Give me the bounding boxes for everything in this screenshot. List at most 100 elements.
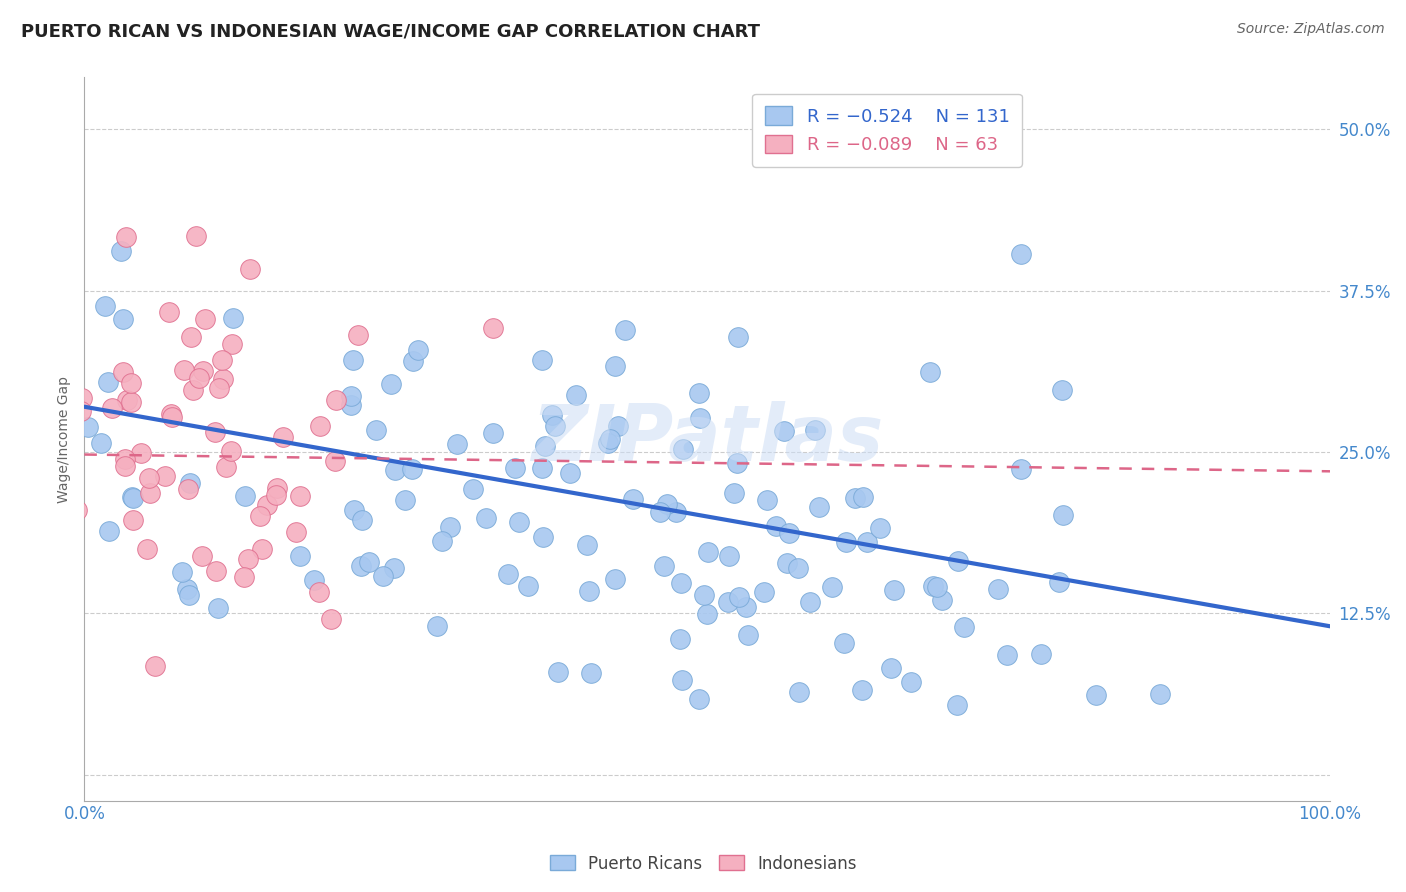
Point <box>191 363 214 377</box>
Point <box>70 391 93 405</box>
Point <box>482 320 505 334</box>
Point <box>717 595 740 609</box>
Point <box>439 520 461 534</box>
Point <box>1052 383 1074 397</box>
Point <box>94 299 117 313</box>
Point <box>648 505 671 519</box>
Point <box>76 419 98 434</box>
Point <box>208 382 231 396</box>
Point <box>482 426 505 441</box>
Point <box>350 513 373 527</box>
Point <box>672 442 695 456</box>
Point <box>737 628 759 642</box>
Point <box>153 468 176 483</box>
Point <box>718 549 741 564</box>
Point <box>205 564 228 578</box>
Point <box>173 363 195 377</box>
Point <box>120 394 142 409</box>
Point <box>852 490 875 504</box>
Point <box>252 542 274 557</box>
Point <box>364 423 387 437</box>
Point <box>530 460 553 475</box>
Point <box>1010 247 1032 261</box>
Point <box>808 500 831 514</box>
Point <box>693 588 716 602</box>
Point <box>239 261 262 276</box>
Point <box>110 244 132 259</box>
Point <box>832 636 855 650</box>
Point <box>922 579 945 593</box>
Point <box>402 354 425 368</box>
Point <box>787 561 810 575</box>
Point <box>340 398 363 412</box>
Point <box>900 674 922 689</box>
Point <box>765 519 787 533</box>
Point <box>204 425 226 440</box>
Point <box>696 607 718 622</box>
Point <box>114 451 136 466</box>
Point <box>371 569 394 583</box>
Text: Source: ZipAtlas.com: Source: ZipAtlas.com <box>1237 22 1385 37</box>
Point <box>114 459 136 474</box>
Text: ZIPatlas: ZIPatlas <box>531 401 883 477</box>
Point <box>531 530 554 544</box>
Point <box>339 389 361 403</box>
Point <box>160 410 183 425</box>
Point <box>285 524 308 539</box>
Point <box>503 460 526 475</box>
Point <box>157 304 180 318</box>
Point <box>534 439 557 453</box>
Point <box>394 492 416 507</box>
Point <box>41 263 63 277</box>
Point <box>221 336 243 351</box>
Legend: R = −0.524    N = 131, R = −0.089    N = 63: R = −0.524 N = 131, R = −0.089 N = 63 <box>752 94 1022 167</box>
Point <box>384 463 406 477</box>
Point <box>688 386 710 401</box>
Point <box>475 510 498 524</box>
Point <box>236 552 259 566</box>
Point <box>325 454 347 468</box>
Point <box>159 407 181 421</box>
Point <box>508 515 530 529</box>
Point <box>735 600 758 615</box>
Y-axis label: Wage/Income Gap: Wage/Income Gap <box>58 376 72 502</box>
Point <box>46 389 69 403</box>
Point <box>308 418 330 433</box>
Point <box>547 665 569 680</box>
Point <box>688 692 710 706</box>
Point <box>139 486 162 500</box>
Point <box>42 525 65 540</box>
Point <box>652 558 675 573</box>
Point <box>578 583 600 598</box>
Point <box>179 475 201 490</box>
Point <box>799 595 821 609</box>
Point <box>342 353 364 368</box>
Point <box>350 558 373 573</box>
Point <box>122 491 145 505</box>
Point <box>114 230 136 244</box>
Point <box>596 436 619 450</box>
Point <box>135 541 157 556</box>
Point <box>496 566 519 581</box>
Point <box>176 482 198 496</box>
Point <box>406 343 429 357</box>
Point <box>804 423 827 437</box>
Point <box>776 556 799 570</box>
Point <box>725 456 748 470</box>
Point <box>188 371 211 385</box>
Point <box>752 585 775 599</box>
Point <box>575 538 598 552</box>
Point <box>121 490 143 504</box>
Point <box>122 513 145 527</box>
Point <box>516 579 538 593</box>
Point <box>266 481 288 495</box>
Point <box>181 383 204 397</box>
Point <box>755 492 778 507</box>
Point <box>221 310 243 325</box>
Point <box>212 372 235 386</box>
Point <box>97 375 120 389</box>
Point <box>359 555 381 569</box>
Point <box>953 620 976 634</box>
Point <box>235 489 257 503</box>
Point <box>170 565 193 579</box>
